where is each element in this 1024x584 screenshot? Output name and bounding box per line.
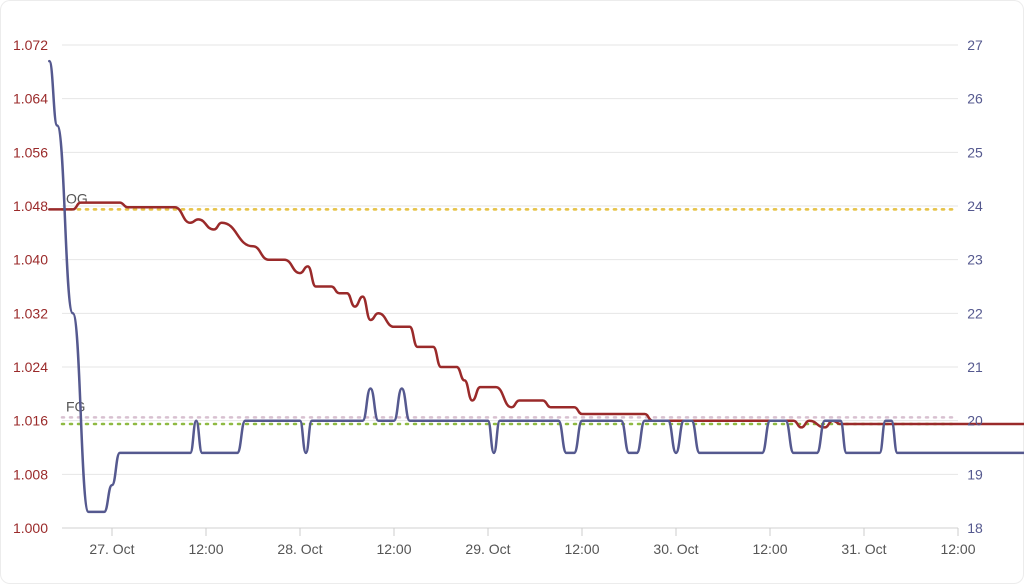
right-tick-label: 21 — [967, 359, 983, 375]
left-tick-label: 1.056 — [13, 144, 48, 160]
x-tick-label: 12:00 — [376, 541, 411, 557]
x-tick-label: 12:00 — [752, 541, 787, 557]
left-tick-label: 1.064 — [13, 91, 48, 107]
x-tick-label: 12:00 — [564, 541, 599, 557]
x-tick-label: 28. Oct — [277, 541, 322, 557]
left-tick-label: 1.048 — [13, 198, 48, 214]
reference-line-label: FG — [66, 398, 85, 414]
left-tick-label: 1.008 — [13, 466, 48, 482]
x-tick-label: 27. Oct — [89, 541, 134, 557]
left-tick-label: 1.016 — [13, 413, 48, 429]
series-lines — [48, 59, 1024, 514]
left-tick-label: 1.040 — [13, 252, 48, 268]
x-tick-label: 31. Oct — [841, 541, 886, 557]
right-tick-label: 19 — [967, 466, 983, 482]
left-tick-label: 1.072 — [13, 37, 48, 53]
gridlines — [62, 44, 958, 529]
right-tick-label: 26 — [967, 91, 983, 107]
right-tick-label: 18 — [967, 520, 983, 536]
temperature-series-line — [48, 59, 1024, 514]
x-tick-label: 29. Oct — [465, 541, 510, 557]
right-tick-label: 24 — [967, 198, 983, 214]
left-tick-label: 1.032 — [13, 305, 48, 321]
right-tick-label: 22 — [967, 305, 983, 321]
x-tick-label: 12:00 — [940, 541, 975, 557]
right-tick-label: 25 — [967, 144, 983, 160]
right-tick-label: 20 — [967, 413, 983, 429]
right-tick-label: 27 — [967, 37, 983, 53]
x-tick-label: 12:00 — [188, 541, 223, 557]
gravity-series-line — [48, 201, 1024, 429]
right-axis: 18 19 20 21 22 23 24 25 26 27 — [967, 37, 983, 536]
left-tick-label: 1.000 — [13, 520, 48, 536]
left-axis: 1.000 1.008 1.016 1.024 1.032 1.040 1.048 1.056… — [13, 37, 48, 536]
x-tick-label: 30. Oct — [653, 541, 698, 557]
right-tick-label: 23 — [967, 252, 983, 268]
left-tick-label: 1.024 — [13, 359, 48, 375]
x-axis: 27. Oct 12:00 28. Oct 12:00 29. Oct 12:00 30. … — [89, 528, 976, 557]
